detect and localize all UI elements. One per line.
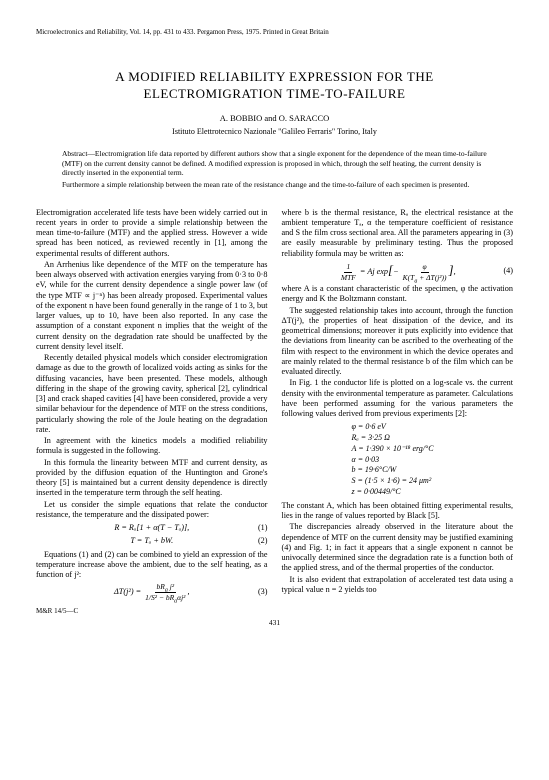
eq-body: T = Tₐ + bW.	[130, 536, 173, 546]
eq-number: (3)	[258, 587, 268, 597]
eq-number: (1)	[258, 523, 268, 533]
authors: A. BOBBIO and O. SARACCO	[36, 113, 513, 124]
para: In this formula the linearity between MT…	[36, 458, 268, 499]
para: The discrepancies already observed in th…	[282, 522, 514, 573]
para: Equations (1) and (2) can be combined to…	[36, 550, 268, 581]
equation-1: R = Rₐ[1 + α(T − Tₐ)], (1)	[36, 523, 268, 533]
eq-body: 1MTF = Aj exp[− φK(Ta + ΔT(j²))],	[339, 262, 456, 281]
eq-number: (4)	[503, 266, 513, 276]
paper-title: A MODIFIED RELIABILITY EXPRESSION FOR TH…	[36, 69, 513, 103]
right-column: where b is the thermal resistance, Rₐ th…	[282, 208, 514, 617]
parameter-list: φ = 0·6 eV Rₐ = 3·25 Ω A = 1·390 × 10⁻¹⁸…	[352, 422, 514, 498]
para: The suggested relationship takes into ac…	[282, 306, 514, 378]
para: where b is the thermal resistance, Rₐ th…	[282, 208, 514, 259]
param: z = 0·00449/°C	[352, 487, 514, 498]
equation-4: 1MTF = Aj exp[− φK(Ta + ΔT(j²))], (4)	[282, 262, 514, 281]
body-columns: Electromigration accelerated life tests …	[36, 208, 513, 617]
affiliation: Istituto Elettrotecnico Nazionale "Galil…	[36, 127, 513, 137]
eq-body: R = Rₐ[1 + α(T − Tₐ)],	[114, 523, 189, 533]
para: In Fig. 1 the conductor life is plotted …	[282, 378, 514, 419]
journal-header: Microelectronics and Reliability, Vol. 1…	[36, 28, 513, 37]
abstract-p2: Furthermore a simple relationship betwee…	[62, 180, 487, 189]
left-column: Electromigration accelerated life tests …	[36, 208, 268, 617]
para: where A is a constant characteristic of …	[282, 284, 514, 305]
para: Let us consider the simple equations tha…	[36, 500, 268, 521]
para: Electromigration accelerated life tests …	[36, 208, 268, 259]
param: A = 1·390 × 10⁻¹⁸ erg/°C	[352, 444, 514, 455]
equation-2: T = Tₐ + bW. (2)	[36, 536, 268, 546]
abstract: Abstract—Electromigration life data repo…	[36, 149, 513, 190]
param: φ = 0·6 eV	[352, 422, 514, 433]
footer-code: M&R 14/5—C	[36, 607, 268, 616]
page-number: 431	[36, 618, 513, 627]
title-line-1: A MODIFIED RELIABILITY EXPRESSION FOR TH…	[115, 69, 433, 84]
para: The constant A, which has been obtained …	[282, 501, 514, 522]
param: Rₐ = 3·25 Ω	[352, 433, 514, 444]
equation-3: ΔT(j²) = bRa j²1/S² − bRaαj², (3)	[36, 583, 268, 601]
param: α = 0·03	[352, 455, 514, 466]
para: An Arrhenius like dependence of the MTF …	[36, 260, 268, 352]
abstract-p1: Abstract—Electromigration life data repo…	[62, 149, 487, 177]
para: Recently detailed physical models which …	[36, 353, 268, 435]
para: In agreement with the kinetics models a …	[36, 436, 268, 457]
param: S = (1·5 × 1·6) = 24 μm²	[352, 476, 514, 487]
title-line-2: ELECTROMIGRATION TIME-TO-FAILURE	[144, 86, 406, 101]
param: b = 19·6°C/W	[352, 465, 514, 476]
para: It is also evident that extrapolation of…	[282, 575, 514, 596]
eq-number: (2)	[258, 536, 268, 546]
eq-body: ΔT(j²) = bRa j²1/S² − bRaαj²,	[114, 583, 189, 601]
